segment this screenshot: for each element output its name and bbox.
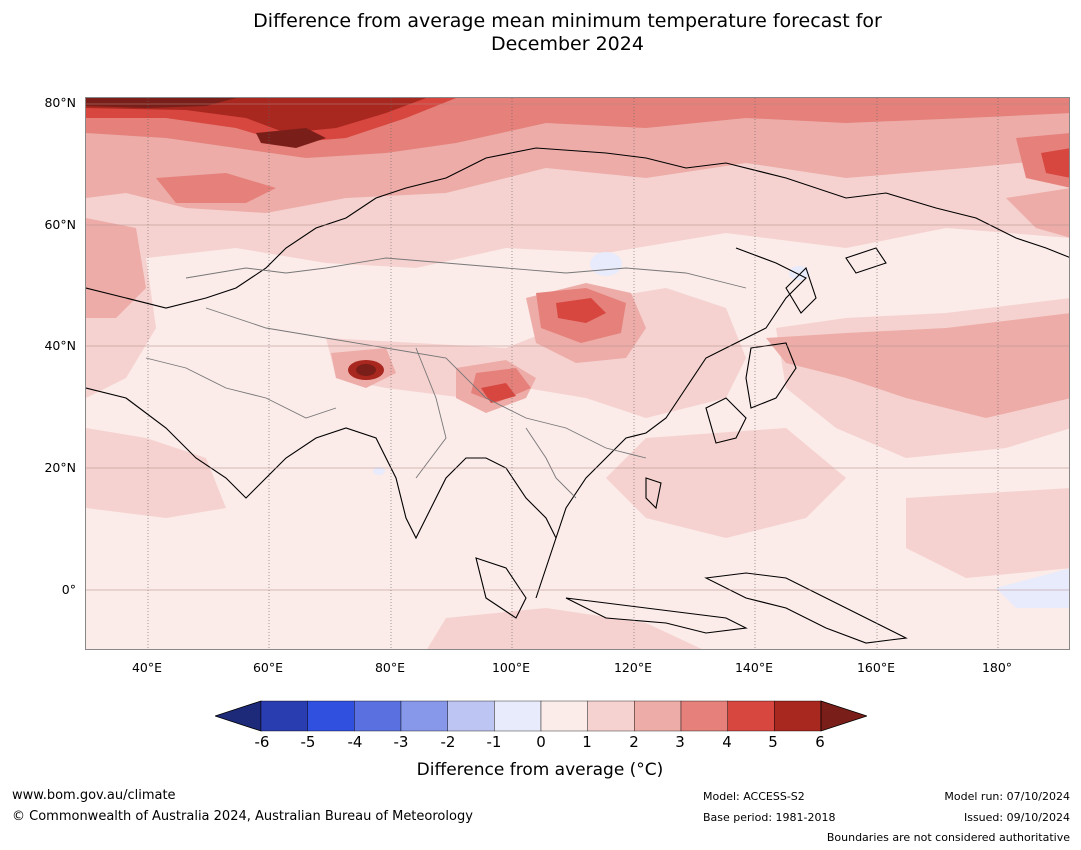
colorbar-cells: [215, 700, 867, 732]
colorbar-cell: [400, 700, 448, 732]
colorbar-tick: 3: [675, 733, 685, 751]
temperature-anomaly-map: [85, 97, 1070, 650]
colorbar-label: Difference from average (°C): [416, 760, 664, 780]
colorbar-tick: -6: [254, 733, 270, 751]
colorbar-tick: 4: [722, 733, 732, 751]
anomaly-band-above-6: [86, 98, 376, 376]
colorbar-tick: 5: [768, 733, 778, 751]
anomaly-band-neg-1-0: [373, 252, 1069, 608]
colorbar-cell: [634, 700, 682, 732]
colorbar-cell: [307, 700, 355, 732]
footer-disclaimer: Boundaries are not considered authoritat…: [826, 831, 1070, 844]
footer-base-period: Base period: 1981-2018: [703, 811, 836, 824]
lat-label-40n: 40°N: [44, 338, 76, 353]
map-title: Difference from average mean minimum tem…: [0, 10, 1081, 56]
lon-label-40e: 40°E: [131, 660, 163, 675]
lat-label-80n: 80°N: [44, 95, 76, 110]
colorbar-cell: [680, 700, 728, 732]
graticule-longitudes: [147, 98, 999, 649]
footer-issued: Issued: 09/10/2024: [963, 811, 1070, 824]
map-canvas: [86, 98, 1069, 649]
colorbar: [215, 700, 867, 732]
lat-label-20n: 20°N: [44, 460, 76, 475]
colorbar-cell: [540, 700, 588, 732]
map-title-line-1: Difference from average mean minimum tem…: [253, 10, 882, 32]
footer-model-run: Model run: 07/10/2024: [944, 790, 1070, 803]
lon-label-100e: 100°E: [491, 660, 530, 675]
colorbar-cell: [494, 700, 542, 732]
colorbar-tick: -5: [300, 733, 316, 751]
lat-label-60n: 60°N: [44, 217, 76, 232]
colorbar-cell: [260, 700, 308, 732]
lat-label-0: 0°: [61, 582, 76, 597]
colorbar-extend-max: [820, 700, 867, 732]
colorbar-tick: -4: [347, 733, 363, 751]
country-borders: [145, 257, 747, 499]
lon-label-80e: 80°E: [374, 660, 406, 675]
colorbar-tick: -1: [486, 733, 502, 751]
footer-model: Model: ACCESS-S2: [703, 790, 805, 803]
lon-label-60e: 60°E: [252, 660, 284, 675]
colorbar-tick: -3: [393, 733, 409, 751]
map-title-line-2: December 2024: [491, 33, 644, 55]
colorbar-tick: 0: [536, 733, 546, 751]
colorbar-tick: -2: [440, 733, 456, 751]
colorbar-extend-min: [215, 700, 262, 732]
colorbar-cell: [774, 700, 822, 732]
colorbar-cell: [587, 700, 635, 732]
footer-url[interactable]: www.bom.gov.au/climate: [12, 788, 176, 803]
lon-label-140e: 140°E: [734, 660, 773, 675]
lon-label-120e: 120°E: [613, 660, 652, 675]
colorbar-cell: [727, 700, 775, 732]
footer-copyright: © Commonwealth of Australia 2024, Austra…: [12, 809, 473, 824]
colorbar-tick: 1: [582, 733, 592, 751]
graticule-latitudes: [86, 103, 1069, 591]
colorbar-cell: [354, 700, 402, 732]
colorbar-tick: 6: [815, 733, 825, 751]
colorbar-cell: [447, 700, 495, 732]
lon-label-180: 180°: [981, 660, 1013, 675]
lon-label-160e: 160°E: [856, 660, 895, 675]
colorbar-tick: 2: [629, 733, 639, 751]
